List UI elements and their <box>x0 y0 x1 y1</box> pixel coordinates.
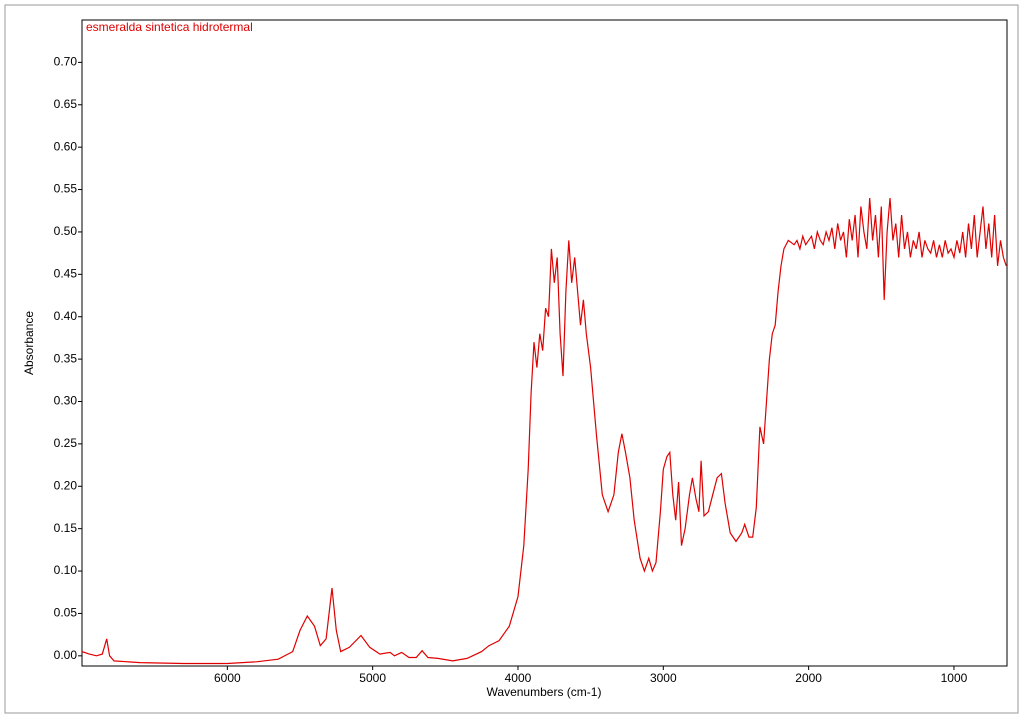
x-tick-label: 1000 <box>941 671 968 685</box>
x-tick-label: 5000 <box>359 671 386 685</box>
y-tick-label: 0.50 <box>54 224 78 238</box>
spectrum-line <box>82 197 1007 665</box>
y-tick-label: 0.70 <box>54 55 78 69</box>
x-tick-label: 2000 <box>795 671 822 685</box>
y-tick-label: 0.55 <box>54 182 78 196</box>
plot-area <box>81 19 1008 667</box>
y-tick-label: 0.05 <box>54 606 78 620</box>
x-tick-label: 3000 <box>650 671 677 685</box>
y-tick-label: 0.35 <box>54 351 78 365</box>
frame <box>4 4 1019 714</box>
y-tick-label: 0.25 <box>54 436 78 450</box>
y-tick-label: 0.65 <box>54 97 78 111</box>
y-tick-label: 0.60 <box>54 139 78 153</box>
y-tick-label: 0.00 <box>54 648 78 662</box>
x-tick-label: 6000 <box>214 671 241 685</box>
y-tick-label: 0.40 <box>54 309 78 323</box>
y-tick-label: 0.30 <box>54 394 78 408</box>
annotation: esmeralda sintetica hidrotermal <box>86 20 253 34</box>
x-axis-label: Wavenumbers (cm-1) <box>487 685 602 699</box>
x-tick-label: 4000 <box>505 671 532 685</box>
y-axis-label: Absorbance <box>22 311 36 375</box>
y-tick-label: 0.15 <box>54 521 78 535</box>
y-tick-label: 0.20 <box>54 478 78 492</box>
y-tick-label: 0.10 <box>54 563 78 577</box>
y-tick-label: 0.45 <box>54 267 78 281</box>
